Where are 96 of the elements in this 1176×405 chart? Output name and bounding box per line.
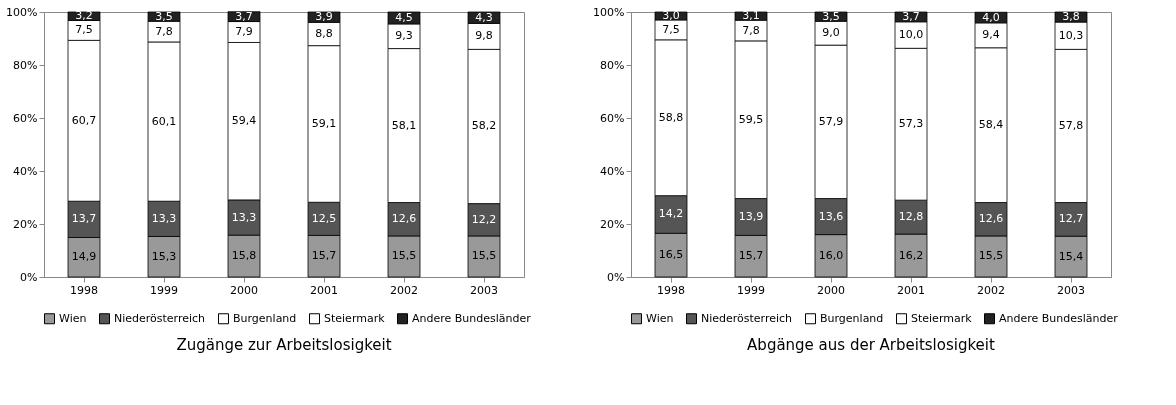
data-label: 10,3	[1058, 28, 1084, 42]
data-label: 8,8	[315, 27, 333, 40]
legend-label: Steiermark	[911, 311, 973, 325]
y-tick-label: 60%	[600, 111, 625, 125]
data-label: 60,7	[71, 113, 97, 127]
y-tick-label: 80%	[600, 58, 625, 72]
data-label: 15,8	[231, 249, 257, 263]
y-tick-label: 20%	[600, 217, 625, 231]
data-label: 7,8	[155, 24, 173, 38]
x-tick-label: 2002	[390, 283, 418, 297]
data-label: 13,3	[231, 210, 257, 224]
data-label: 4,0	[982, 10, 1000, 24]
y-tick-label: 60%	[13, 111, 38, 125]
data-label: 3,8	[1062, 10, 1080, 24]
data-label: 3,0	[662, 8, 680, 22]
data-label: 4,5	[395, 10, 413, 24]
x-tick-label: 2000	[230, 283, 258, 297]
x-tick-label: 2002	[977, 283, 1005, 297]
y-tick-label: 100%	[6, 5, 38, 19]
data-label: 3,9	[315, 10, 333, 24]
data-label: 60,1	[151, 114, 177, 128]
legend-label: Niederösterreich	[114, 311, 206, 325]
data-label: 15,7	[738, 249, 764, 263]
y-tick-label: 40%	[13, 164, 38, 178]
data-label: 16,0	[818, 248, 844, 262]
x-tick-label: 2000	[817, 283, 845, 297]
x-tick-label: 1998	[70, 283, 98, 297]
data-label: 15,3	[151, 249, 177, 263]
legend-label: Wien	[646, 311, 674, 325]
data-label: 7,5	[75, 23, 93, 37]
data-label: 3,7	[235, 9, 253, 23]
data-label: 12,8	[898, 210, 924, 224]
x-tick-label: 2001	[310, 283, 338, 297]
y-tick-label: 20%	[13, 217, 38, 231]
data-label: 9,3	[395, 29, 413, 43]
legend-label: Niederösterreich	[701, 311, 793, 325]
y-tick-label: 0%	[607, 270, 625, 284]
data-label: 15,5	[471, 249, 497, 263]
data-label: 7,5	[662, 22, 680, 36]
x-tick-label: 1999	[150, 283, 178, 297]
data-label: 15,4	[1058, 249, 1084, 263]
data-label: 4,3	[475, 10, 493, 24]
data-label: 13,3	[151, 211, 177, 225]
y-tick-label: 40%	[600, 164, 625, 178]
y-tick-label: 100%	[593, 5, 625, 19]
data-label: 9,8	[475, 29, 493, 43]
legend-label: Andere Bundesländer	[999, 311, 1119, 325]
x-tick-label: 2001	[897, 283, 925, 297]
data-label: 10,0	[898, 28, 924, 42]
data-label: 58,1	[391, 118, 417, 132]
x-tick-label: 1999	[737, 283, 765, 297]
data-label: 14,9	[71, 250, 97, 264]
data-label: 12,5	[311, 211, 337, 225]
data-label: 7,8	[742, 23, 760, 37]
data-label: 9,4	[982, 28, 1000, 42]
data-label: 3,7	[902, 9, 920, 23]
x-tick-label: 2003	[1057, 283, 1085, 297]
legend-label: Burgenland	[820, 311, 884, 325]
data-label: 12,6	[978, 212, 1004, 226]
legend-label: Steiermark	[324, 311, 386, 325]
data-label: 15,7	[311, 249, 337, 263]
y-tick-label: 80%	[13, 58, 38, 72]
data-label: 9,0	[822, 26, 840, 40]
data-label: 13,7	[71, 212, 97, 226]
legend-label: Andere Bundesländer	[412, 311, 532, 325]
data-label: 12,2	[471, 212, 497, 226]
data-label: 12,7	[1058, 212, 1084, 226]
data-label: 16,2	[898, 248, 924, 262]
data-label: 14,2	[658, 207, 684, 221]
data-label: 3,1	[742, 9, 760, 23]
data-label: 59,4	[231, 114, 257, 128]
data-label: 13,6	[818, 209, 844, 223]
text: Abgänge aus der Arbeitslosigkeit	[747, 336, 996, 354]
data-label: 15,5	[978, 249, 1004, 263]
data-label: 7,9	[235, 25, 253, 39]
data-label: 15,5	[391, 249, 417, 263]
data-label: 57,8	[1058, 118, 1084, 132]
data-label: 59,5	[738, 112, 764, 126]
data-label: 13,9	[738, 209, 764, 223]
x-tick-label: 2003	[470, 283, 498, 297]
legend-label: Burgenland	[233, 311, 297, 325]
y-tick-label: 0%	[20, 270, 38, 284]
data-label: 12,6	[391, 212, 417, 226]
text: Zugänge zur Arbeitslosigkeit	[176, 336, 392, 354]
x-tick-label: 1998	[657, 283, 685, 297]
data-label: 3,2	[75, 9, 93, 23]
data-label: 59,1	[311, 116, 337, 130]
data-label: 16,5	[658, 248, 684, 262]
legend-label: Wien	[59, 311, 87, 325]
data-label: 3,5	[822, 9, 840, 23]
data-label: 58,2	[471, 119, 497, 133]
data-label: 3,5	[155, 9, 173, 23]
data-label: 57,9	[818, 114, 844, 128]
data-label: 58,4	[978, 118, 1004, 132]
data-label: 57,3	[898, 117, 924, 131]
data-label: 58,8	[658, 110, 684, 124]
